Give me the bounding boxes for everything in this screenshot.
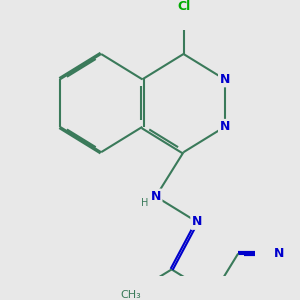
Text: Cl: Cl: [177, 0, 190, 13]
Text: N: N: [220, 73, 230, 86]
Text: N: N: [274, 247, 284, 260]
Text: N: N: [192, 215, 202, 228]
Text: N: N: [220, 120, 230, 134]
Text: CH₃: CH₃: [120, 290, 141, 300]
Text: H: H: [141, 198, 148, 208]
Text: N: N: [151, 190, 161, 203]
